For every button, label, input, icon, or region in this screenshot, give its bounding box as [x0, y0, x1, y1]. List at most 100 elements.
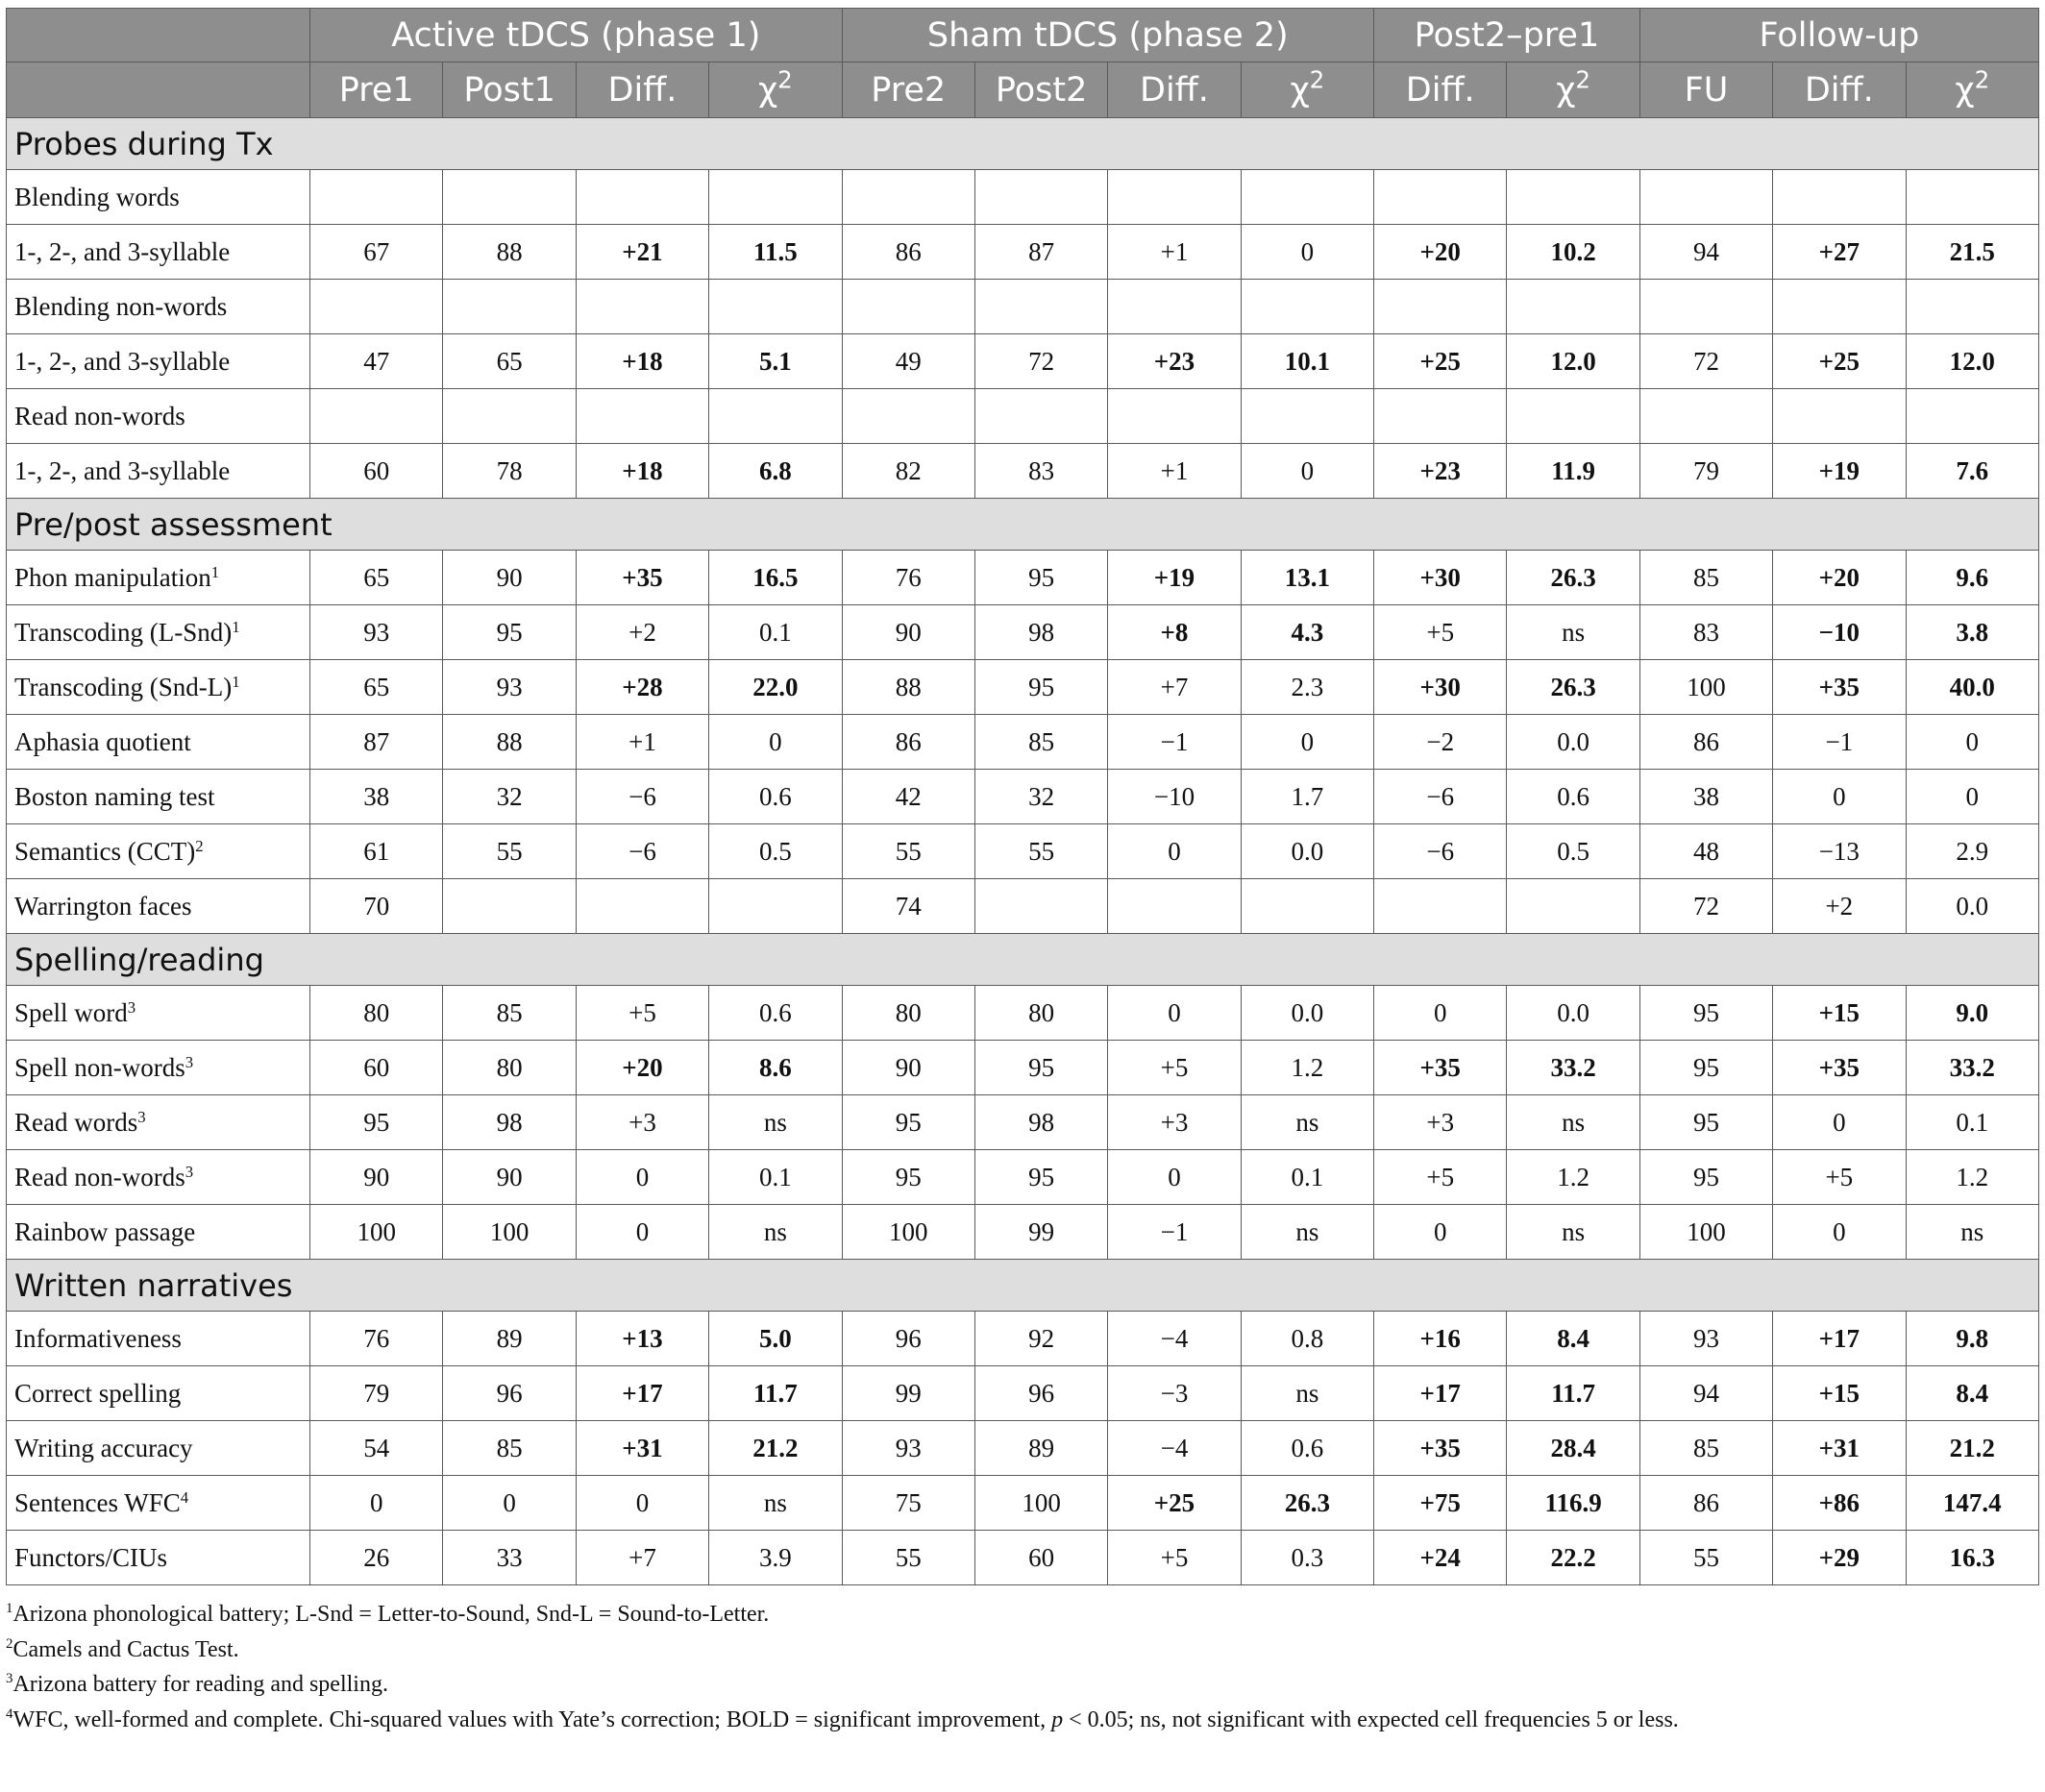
- table-cell: [1506, 878, 1640, 934]
- table-cell: 95: [442, 604, 577, 660]
- row-label: Rainbow passage: [5, 1204, 311, 1260]
- row-label-text: Blending non-words: [14, 291, 228, 321]
- table-cell: 95: [309, 1094, 444, 1150]
- table-cell: [1373, 878, 1508, 934]
- table-cell: [1506, 279, 1640, 334]
- table-row: Transcoding (L-Snd)1 93 95 +2 0.1 90 98 +8 4.3 +5…: [5, 604, 2039, 660]
- row-label: 1-, 2-, and 3-syllable: [5, 443, 311, 499]
- table-cell: ns: [1506, 604, 1640, 660]
- column-header: Diff.: [1107, 61, 1242, 118]
- table-cell: +21: [575, 224, 710, 280]
- table-cell: 93: [309, 604, 444, 660]
- row-label: Boston naming test: [5, 769, 311, 824]
- row-label: 1-, 2-, and 3-syllable: [5, 224, 311, 280]
- table-cell: 100: [1638, 659, 1774, 715]
- footnote-number: 4: [6, 1706, 13, 1722]
- table-cell: 0.5: [1506, 823, 1640, 879]
- table-cell: 1.2: [1240, 1040, 1375, 1095]
- table-cell: +25: [1373, 333, 1508, 389]
- table-cell: ns: [1240, 1094, 1375, 1150]
- row-label: 1-, 2-, and 3-syllable: [5, 333, 311, 389]
- table-cell: 76: [841, 550, 975, 605]
- table-cell: 47: [309, 333, 444, 389]
- table-cell: ns: [1506, 1204, 1640, 1260]
- table-cell: 93: [1638, 1311, 1774, 1366]
- table-cell: [841, 279, 975, 334]
- table-cell: +8: [1107, 604, 1242, 660]
- table-cell: 8.4: [1905, 1365, 2039, 1421]
- table-cell: −1: [1107, 1204, 1242, 1260]
- table-cell: +23: [1107, 333, 1242, 389]
- table-cell: 72: [1638, 878, 1774, 934]
- table-cell: +23: [1373, 443, 1508, 499]
- table-cell: 0: [1772, 1094, 1907, 1150]
- table-cell: 95: [973, 1040, 1109, 1095]
- section-header-row: Probes during Tx: [6, 117, 2039, 170]
- column-header: Post2: [973, 61, 1109, 118]
- footnote-text: < 0.05; ns, not significant with expecte…: [1063, 1706, 1679, 1732]
- table-cell: +5: [1373, 1149, 1508, 1205]
- table-cell: 82: [841, 443, 975, 499]
- table-cell: ns: [1240, 1365, 1375, 1421]
- table-cell: 90: [442, 550, 577, 605]
- table-cell: 94: [1638, 224, 1774, 280]
- table-cell: 54: [309, 1420, 444, 1476]
- table-cell: 95: [1638, 1094, 1774, 1150]
- footnote-marker: 3: [127, 997, 136, 1017]
- table-cell: 100: [841, 1204, 975, 1260]
- table-cell: 65: [309, 550, 444, 605]
- row-label: Read non-words3: [5, 1149, 311, 1205]
- table-cell: [1373, 169, 1508, 225]
- table-cell: [1240, 279, 1375, 334]
- row-label: Blending non-words: [5, 279, 311, 334]
- footnote-marker: 3: [185, 1052, 194, 1071]
- column-header: Pre1: [309, 61, 444, 118]
- table-cell: 0.8: [1240, 1311, 1375, 1366]
- table-cell: 87: [309, 714, 444, 770]
- table-cell: +1: [1107, 224, 1242, 280]
- row-label-text: Rainbow passage: [14, 1216, 196, 1246]
- table-cell: 33: [442, 1530, 577, 1585]
- table-cell: 26.3: [1240, 1475, 1375, 1531]
- table-cell: [973, 279, 1109, 334]
- row-label: Transcoding (Snd-L)1: [5, 659, 311, 715]
- table-cell: 0: [575, 1204, 710, 1260]
- table-cell: +15: [1772, 1365, 1907, 1421]
- header-group-sham: Sham tDCS (phase 2): [841, 8, 1375, 62]
- row-label: Writing accuracy: [5, 1420, 311, 1476]
- table-cell: 0: [1107, 985, 1242, 1041]
- row-label-text: Writing accuracy: [14, 1433, 193, 1462]
- table-cell: [708, 878, 843, 934]
- table-cell: 60: [309, 443, 444, 499]
- table-cell: 26.3: [1506, 659, 1640, 715]
- table-cell: [841, 388, 975, 444]
- header-group-follow-up: Follow-up: [1638, 8, 2040, 62]
- row-label: Read non-words: [5, 388, 311, 444]
- footnote-text: Camels and Cactus Test.: [12, 1636, 239, 1662]
- table-cell: +31: [575, 1420, 710, 1476]
- table-cell: 0.1: [1905, 1094, 2039, 1150]
- table-cell: 65: [442, 333, 577, 389]
- table-cell: −2: [1373, 714, 1508, 770]
- table-cell: 0: [708, 714, 843, 770]
- table-cell: 10.2: [1506, 224, 1640, 280]
- table-cell: +3: [575, 1094, 710, 1150]
- row-label: Transcoding (L-Snd)1: [5, 604, 311, 660]
- table-cell: 95: [1638, 985, 1774, 1041]
- table-cell: [841, 169, 975, 225]
- table-cell: −1: [1107, 714, 1242, 770]
- table-cell: +19: [1107, 550, 1242, 605]
- table-cell: 90: [841, 604, 975, 660]
- row-label-text: Functors/CIUs: [14, 1542, 168, 1572]
- table-cell: +2: [1772, 878, 1907, 934]
- table-cell: +35: [1772, 659, 1907, 715]
- row-label-text: Correct spelling: [14, 1378, 182, 1408]
- table-row: Sentences WFC4 0 0 0 ns 75 100 +25 26.3 +75 116.9 8…: [5, 1475, 2039, 1531]
- table-cell: +3: [1373, 1094, 1508, 1150]
- table-cell: 85: [442, 1420, 577, 1476]
- table-cell: +20: [575, 1040, 710, 1095]
- footnote-text: Arizona battery for reading and spelling…: [12, 1672, 388, 1697]
- table-cell: ns: [708, 1094, 843, 1150]
- table-cell: 0: [1240, 224, 1375, 280]
- table-cell: −6: [575, 769, 710, 824]
